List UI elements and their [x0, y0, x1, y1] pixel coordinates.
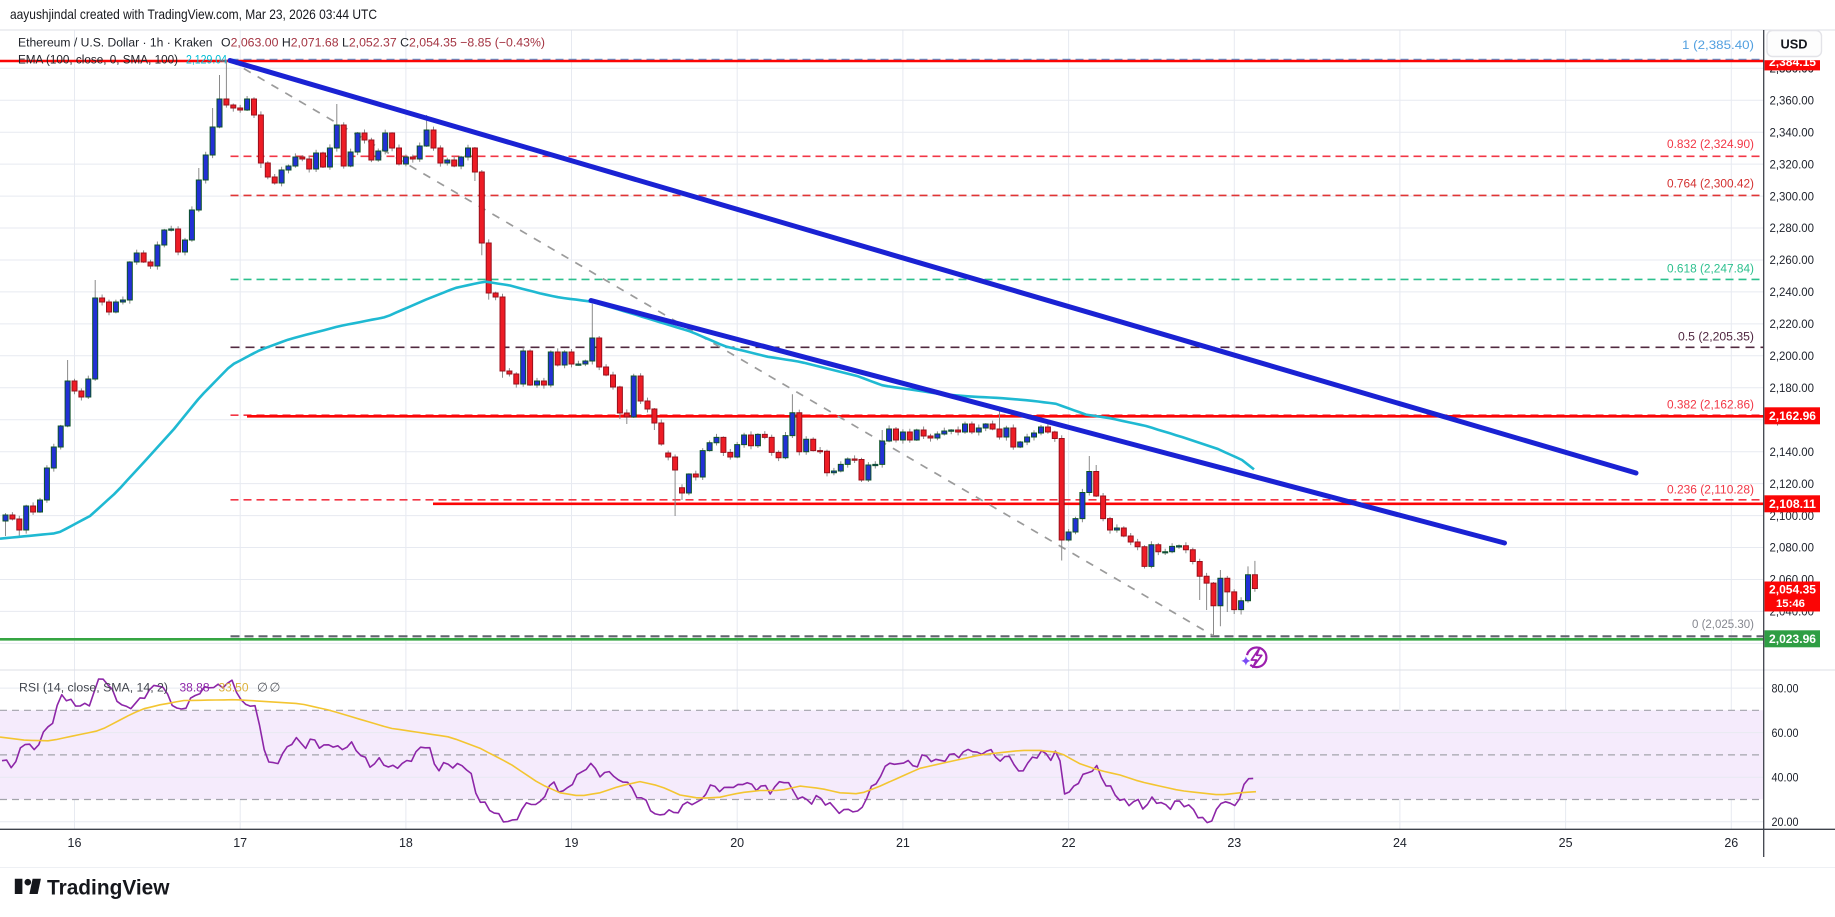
svg-text:2,384.15: 2,384.15 — [1769, 55, 1816, 69]
svg-text:EMA (100, close, 0, SMA, 100): EMA (100, close, 0, SMA, 100) — [18, 52, 178, 66]
svg-text:0.832 (2,324.90): 0.832 (2,324.90) — [1667, 137, 1754, 151]
svg-text:80.00: 80.00 — [1772, 681, 1799, 695]
svg-text:2,120.00: 2,120.00 — [1770, 477, 1815, 491]
svg-text:2,220.00: 2,220.00 — [1770, 317, 1815, 331]
svg-text:2,162.96: 2,162.96 — [1769, 409, 1816, 423]
svg-text:USD: USD — [1780, 36, 1807, 51]
svg-text:2,360.00: 2,360.00 — [1770, 93, 1815, 107]
svg-text:2,260.00: 2,260.00 — [1770, 253, 1815, 267]
svg-text:16: 16 — [68, 836, 82, 850]
svg-text:21: 21 — [896, 836, 910, 850]
svg-text:18: 18 — [399, 836, 413, 850]
svg-text:40.00: 40.00 — [1772, 770, 1799, 784]
svg-text:2,340.00: 2,340.00 — [1770, 125, 1815, 139]
svg-text:25: 25 — [1559, 836, 1573, 850]
svg-text:0.618 (2,247.84): 0.618 (2,247.84) — [1667, 261, 1754, 275]
svg-text:26: 26 — [1724, 836, 1738, 850]
svg-text:2,023.96: 2,023.96 — [1769, 632, 1816, 646]
svg-text:0 (2,025.30): 0 (2,025.30) — [1692, 617, 1754, 631]
svg-text:2,054.35: 2,054.35 — [1769, 583, 1816, 597]
svg-text:15:46: 15:46 — [1776, 598, 1805, 610]
svg-text:1 (2,385.40): 1 (2,385.40) — [1682, 38, 1754, 52]
svg-text:RSI (14, close, SMA, 14, 2): RSI (14, close, SMA, 14, 2) — [19, 681, 168, 695]
svg-text:2,200.00: 2,200.00 — [1770, 349, 1815, 363]
svg-text:2,140.00: 2,140.00 — [1770, 445, 1815, 459]
svg-text:2,300.00: 2,300.00 — [1770, 189, 1815, 203]
svg-text:0.236 (2,110.28): 0.236 (2,110.28) — [1667, 482, 1754, 496]
svg-text:33.50: 33.50 — [219, 681, 249, 695]
svg-text:aayushjindal created with Trad: aayushjindal created with TradingView.co… — [10, 6, 377, 22]
svg-text:2,280.00: 2,280.00 — [1770, 221, 1815, 235]
svg-text:∅: ∅ — [270, 681, 281, 695]
svg-text:23: 23 — [1227, 836, 1241, 850]
svg-text:0.764 (2,300.42): 0.764 (2,300.42) — [1667, 177, 1754, 191]
svg-text:17: 17 — [233, 836, 247, 850]
svg-text:22: 22 — [1062, 836, 1076, 850]
svg-text:60.00: 60.00 — [1772, 726, 1799, 740]
svg-text:O2,063.00 H2,071.68 L2,052.37: O2,063.00 H2,071.68 L2,052.37 C2,054.35 … — [221, 36, 545, 50]
svg-text:Ethereum / U.S. Dollar · 1h ·: Ethereum / U.S. Dollar · 1h · Kraken — [18, 36, 213, 50]
svg-text:2,129.04: 2,129.04 — [186, 52, 227, 66]
svg-text:2,108.11: 2,108.11 — [1769, 497, 1816, 511]
svg-text:0.382 (2,162.86): 0.382 (2,162.86) — [1667, 397, 1754, 411]
svg-text:20: 20 — [730, 836, 744, 850]
svg-text:2,180.00: 2,180.00 — [1770, 381, 1815, 395]
svg-text:2,080.00: 2,080.00 — [1770, 541, 1815, 555]
svg-text:24: 24 — [1393, 836, 1407, 850]
svg-text:0.5 (2,205.35): 0.5 (2,205.35) — [1678, 329, 1754, 343]
svg-text:38.88: 38.88 — [180, 681, 210, 695]
svg-text:∅: ∅ — [257, 681, 268, 695]
svg-text:2,240.00: 2,240.00 — [1770, 285, 1815, 299]
svg-text:19: 19 — [565, 836, 579, 850]
svg-text:TradingView: TradingView — [47, 877, 170, 900]
svg-text:2,320.00: 2,320.00 — [1770, 157, 1815, 171]
svg-text:20.00: 20.00 — [1772, 815, 1799, 829]
